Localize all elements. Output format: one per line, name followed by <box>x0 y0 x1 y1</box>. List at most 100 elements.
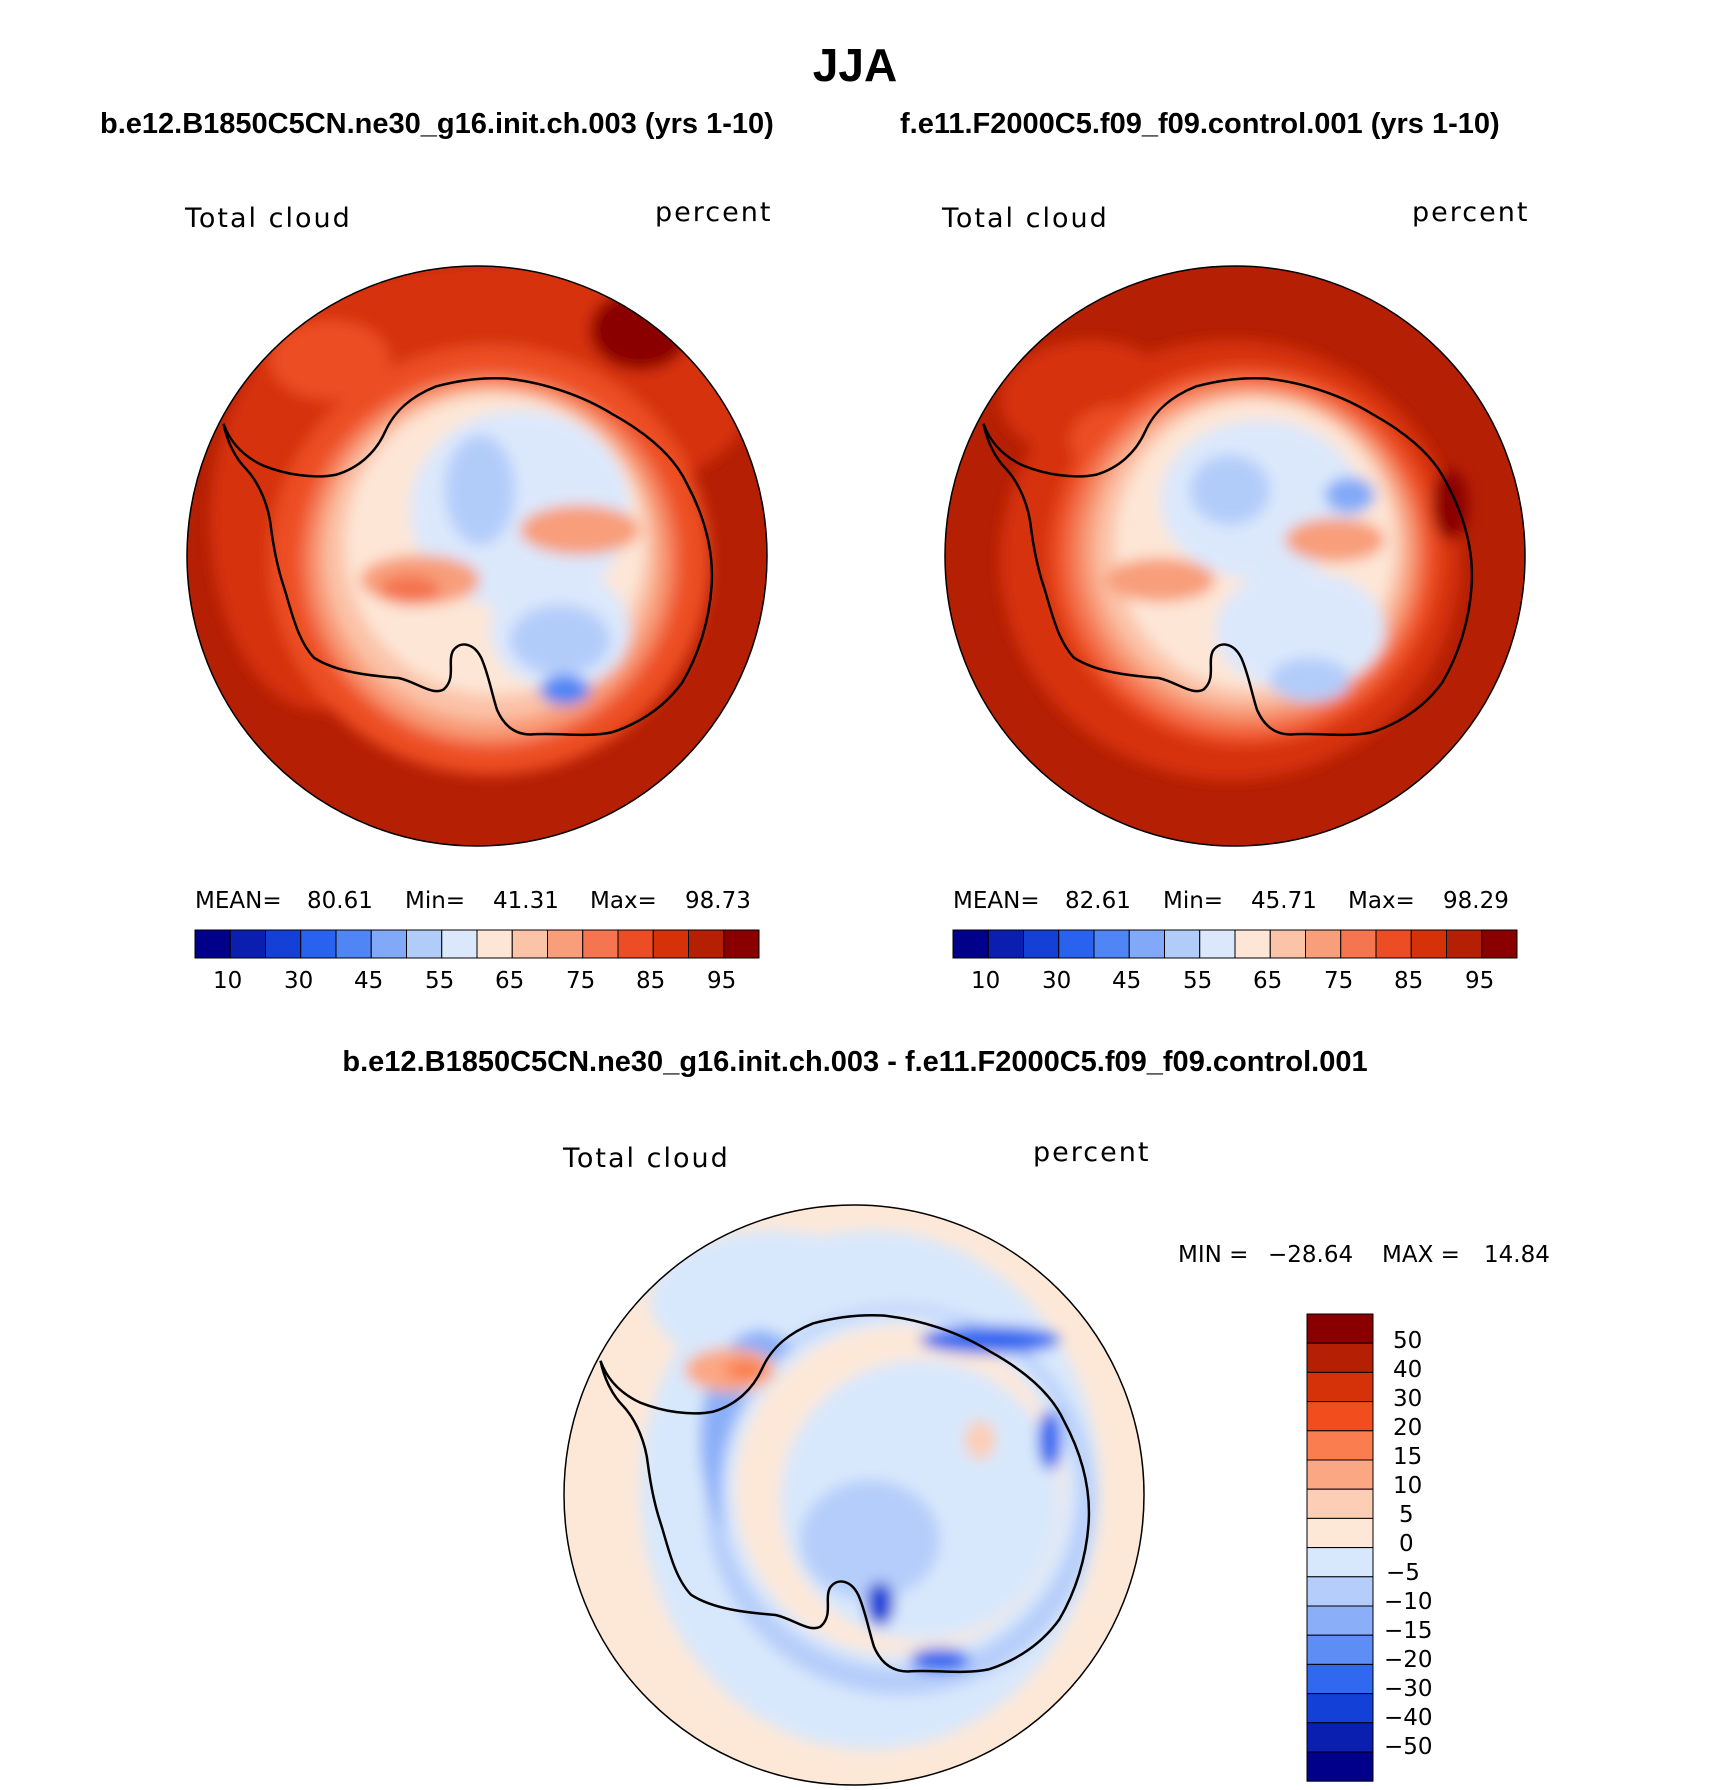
diff-variable-label: Total cloud <box>563 1143 730 1174</box>
colorbar-cell <box>511 929 548 959</box>
colorbar-cell <box>1306 1722 1374 1753</box>
left-min-label: Min= <box>405 888 466 914</box>
right-mean-label: MEAN= <box>953 888 1040 914</box>
colorbar-label: −30 <box>1384 1676 1433 1702</box>
colorbar-cell <box>300 929 337 959</box>
right-min-value: 45.71 <box>1251 888 1317 914</box>
colorbar-cell <box>229 929 266 959</box>
difference-map <box>563 1204 1145 1786</box>
right-max-label: Max= <box>1348 888 1415 914</box>
figure-title: JJA <box>812 39 898 91</box>
left-variable-label: Total cloud <box>185 203 352 234</box>
right-units-label: percent <box>1412 197 1530 228</box>
colorbar-cell <box>335 929 372 959</box>
colorbar-cell <box>1340 929 1377 959</box>
colorbar-label: −5 <box>1386 1560 1420 1586</box>
colorbar-cell <box>1093 929 1130 959</box>
left-map <box>186 265 768 847</box>
colorbar-label: 95 <box>707 968 737 994</box>
colorbar-cell <box>1306 1576 1374 1607</box>
colorbar-cell <box>1269 929 1306 959</box>
colorbar-cell <box>1306 1488 1374 1519</box>
colorbar-label: 15 <box>1393 1444 1423 1470</box>
colorbar-cell <box>1306 1663 1374 1695</box>
left-mean-label: MEAN= <box>195 888 282 914</box>
colorbar-cell <box>1199 929 1236 959</box>
colorbar-cell <box>476 929 513 959</box>
colorbar-label: 85 <box>1394 968 1424 994</box>
colorbar-cell <box>1306 1547 1374 1578</box>
colorbar-cell <box>1306 1401 1374 1432</box>
colorbar-cell <box>582 929 619 959</box>
right-case-title: f.e11.F2000C5.f09_f09.control.001 (yrs 1… <box>900 108 1500 140</box>
colorbar-cell <box>1058 929 1095 959</box>
colorbar-cell <box>194 929 231 959</box>
colorbar-cell <box>1306 1634 1374 1665</box>
colorbar-label: 30 <box>1393 1386 1423 1412</box>
colorbar-label: 65 <box>1253 968 1283 994</box>
right-map <box>944 265 1526 847</box>
colorbar-cell <box>1306 1605 1374 1636</box>
colorbar-cell <box>1306 1751 1374 1782</box>
colorbar-label: 45 <box>1112 968 1142 994</box>
colorbar-cell <box>723 929 760 959</box>
colorbar-label: 75 <box>1324 968 1354 994</box>
colorbar-label: −40 <box>1384 1705 1433 1731</box>
diff-colorbar <box>1306 1313 1374 1782</box>
colorbar-cell <box>652 929 689 959</box>
colorbar-label: 0 <box>1399 1531 1414 1557</box>
colorbar-cell <box>1306 1517 1374 1549</box>
colorbar-label: 10 <box>971 968 1001 994</box>
colorbar-cell <box>952 929 989 959</box>
colorbar-cell <box>1306 1313 1374 1344</box>
colorbar-label: −50 <box>1384 1734 1433 1760</box>
diff-max-value: 14.84 <box>1484 1242 1550 1268</box>
left-mean-value: 80.61 <box>307 888 373 914</box>
colorbar-cell <box>688 929 725 959</box>
left-min-value: 41.31 <box>493 888 559 914</box>
colorbar-cell <box>1164 929 1201 959</box>
colorbar-label: 95 <box>1465 968 1495 994</box>
colorbar-cell <box>1306 1430 1374 1461</box>
colorbar-cell <box>1446 929 1483 959</box>
left-case-title: b.e12.B1850C5CN.ne30_g16.init.ch.003 (yr… <box>100 108 774 140</box>
colorbar-label: 85 <box>636 968 666 994</box>
colorbar-cell <box>1234 929 1271 959</box>
colorbar-cell <box>1306 1342 1374 1373</box>
colorbar-label: −20 <box>1384 1647 1433 1673</box>
diff-min-label: MIN = <box>1178 1242 1249 1268</box>
colorbar-label: 55 <box>1183 968 1213 994</box>
colorbar-label: 20 <box>1393 1415 1423 1441</box>
colorbar-label: −10 <box>1384 1589 1433 1615</box>
colorbar-label: 65 <box>495 968 525 994</box>
colorbar-cell <box>987 929 1024 959</box>
colorbar-label: 10 <box>213 968 243 994</box>
left-colorbar <box>194 929 760 959</box>
left-units-label: percent <box>655 197 773 228</box>
colorbar-cell <box>1305 929 1342 959</box>
colorbar-cell <box>406 929 443 959</box>
colorbar-label: 50 <box>1393 1328 1423 1354</box>
colorbar-cell <box>1481 929 1518 959</box>
colorbar-cell <box>441 929 478 959</box>
colorbar-label: 10 <box>1393 1473 1423 1499</box>
diff-units-label: percent <box>1033 1137 1151 1168</box>
colorbar-cell <box>370 929 407 959</box>
colorbar-cell <box>547 929 584 959</box>
colorbar-cell <box>1128 929 1165 959</box>
right-variable-label: Total cloud <box>942 203 1109 234</box>
colorbar-label: 40 <box>1393 1357 1423 1383</box>
colorbar-cell <box>617 929 654 959</box>
colorbar-label: 5 <box>1399 1502 1414 1528</box>
colorbar-cell <box>1306 1371 1374 1403</box>
right-colorbar <box>952 929 1518 959</box>
colorbar-label: 30 <box>1042 968 1072 994</box>
colorbar-cell <box>1306 1459 1374 1490</box>
colorbar-cell <box>1306 1693 1374 1724</box>
colorbar-label: 55 <box>425 968 455 994</box>
right-min-label: Min= <box>1163 888 1224 914</box>
colorbar-label: 30 <box>284 968 314 994</box>
colorbar-label: 75 <box>566 968 596 994</box>
right-mean-value: 82.61 <box>1065 888 1131 914</box>
